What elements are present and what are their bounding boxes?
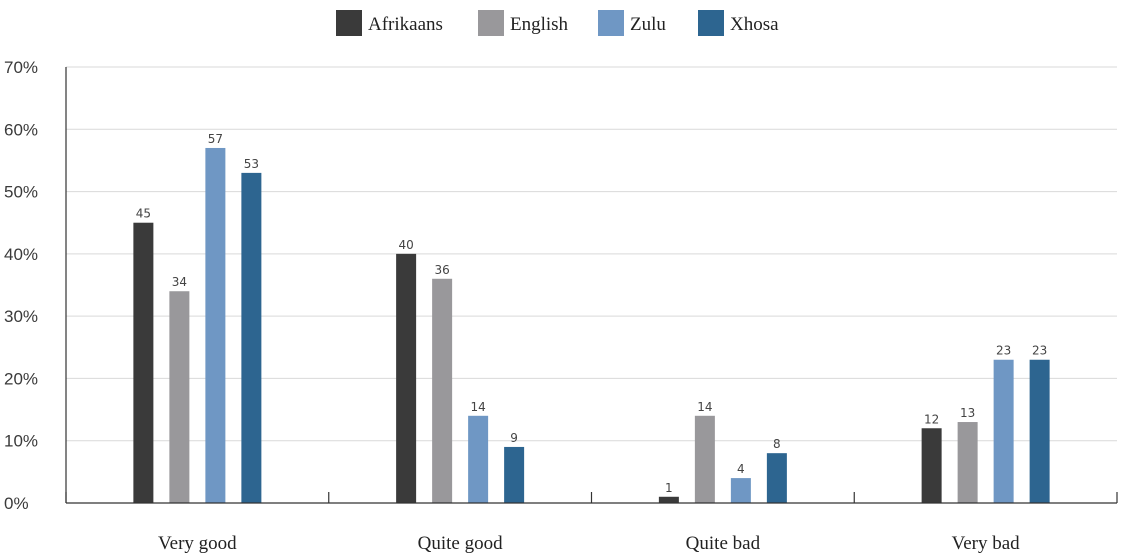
data-label: 45 <box>136 207 151 221</box>
bar-afrikaans-very-bad <box>921 428 942 503</box>
data-label: 57 <box>208 132 223 146</box>
y-tick-label: 30% <box>4 307 38 326</box>
legend-label-xhosa: Xhosa <box>730 14 779 35</box>
x-category-label: Very good <box>158 533 237 554</box>
bar-xhosa-very-good <box>241 172 262 503</box>
data-label: 23 <box>1032 344 1047 358</box>
x-category-label: Quite bad <box>686 533 761 554</box>
bar-zulu-quite-good <box>468 415 489 503</box>
bar-afrikaans-quite-bad <box>658 496 679 503</box>
data-label: 14 <box>697 400 712 414</box>
x-axis: Very good Quite good Quite bad Very bad <box>65 67 1118 554</box>
y-tick-label: 20% <box>4 369 38 388</box>
bar-english-quite-bad <box>694 415 715 503</box>
data-label: 53 <box>244 157 259 171</box>
data-label: 13 <box>960 406 975 420</box>
legend-label-afrikaans: Afrikaans <box>368 14 443 35</box>
legend: Afrikaans English Zulu Xhosa <box>336 10 779 36</box>
data-label: 8 <box>773 437 781 451</box>
bar-english-very-bad <box>957 422 978 503</box>
x-category-label: Quite good <box>418 533 503 554</box>
y-tick-label: 70% <box>4 58 38 77</box>
bar-afrikaans-very-good <box>133 222 154 503</box>
legend-label-english: English <box>510 14 569 35</box>
bar-english-quite-good <box>432 278 453 503</box>
bar-xhosa-quite-good <box>504 446 525 503</box>
y-tick-label: 40% <box>4 245 38 264</box>
data-label: 12 <box>924 412 939 426</box>
y-tick-label: 0% <box>4 494 29 513</box>
legend-label-zulu: Zulu <box>630 14 666 35</box>
y-tick-label: 10% <box>4 432 38 451</box>
bar-zulu-very-bad <box>993 359 1014 503</box>
legend-swatch-afrikaans <box>336 10 362 36</box>
bar-english-very-good <box>169 291 190 503</box>
bars: 45 34 57 53 40 36 14 9 1 14 4 8 12 13 23 23 <box>133 132 1050 503</box>
gridlines <box>66 66 1117 442</box>
y-tick-label: 50% <box>4 183 38 202</box>
bar-xhosa-very-bad <box>1029 359 1050 503</box>
legend-swatch-xhosa <box>698 10 724 36</box>
data-label: 36 <box>434 263 449 277</box>
y-axis-ticks: 0% 10% 20% 30% 40% 50% 60% 70% <box>4 58 38 513</box>
bar-zulu-very-good <box>205 147 226 503</box>
legend-swatch-english <box>478 10 504 36</box>
legend-swatch-zulu <box>598 10 624 36</box>
data-label: 4 <box>737 462 745 476</box>
data-label: 1 <box>665 481 673 495</box>
data-label: 40 <box>398 238 413 252</box>
data-label: 23 <box>996 344 1011 358</box>
bar-xhosa-quite-bad <box>766 453 787 503</box>
data-label: 34 <box>172 275 187 289</box>
bar-zulu-quite-bad <box>730 478 751 503</box>
bar-afrikaans-quite-good <box>396 253 417 503</box>
y-tick-label: 60% <box>4 120 38 139</box>
data-label: 14 <box>470 400 485 414</box>
data-label: 9 <box>510 431 518 445</box>
x-category-label: Very bad <box>952 533 1021 554</box>
